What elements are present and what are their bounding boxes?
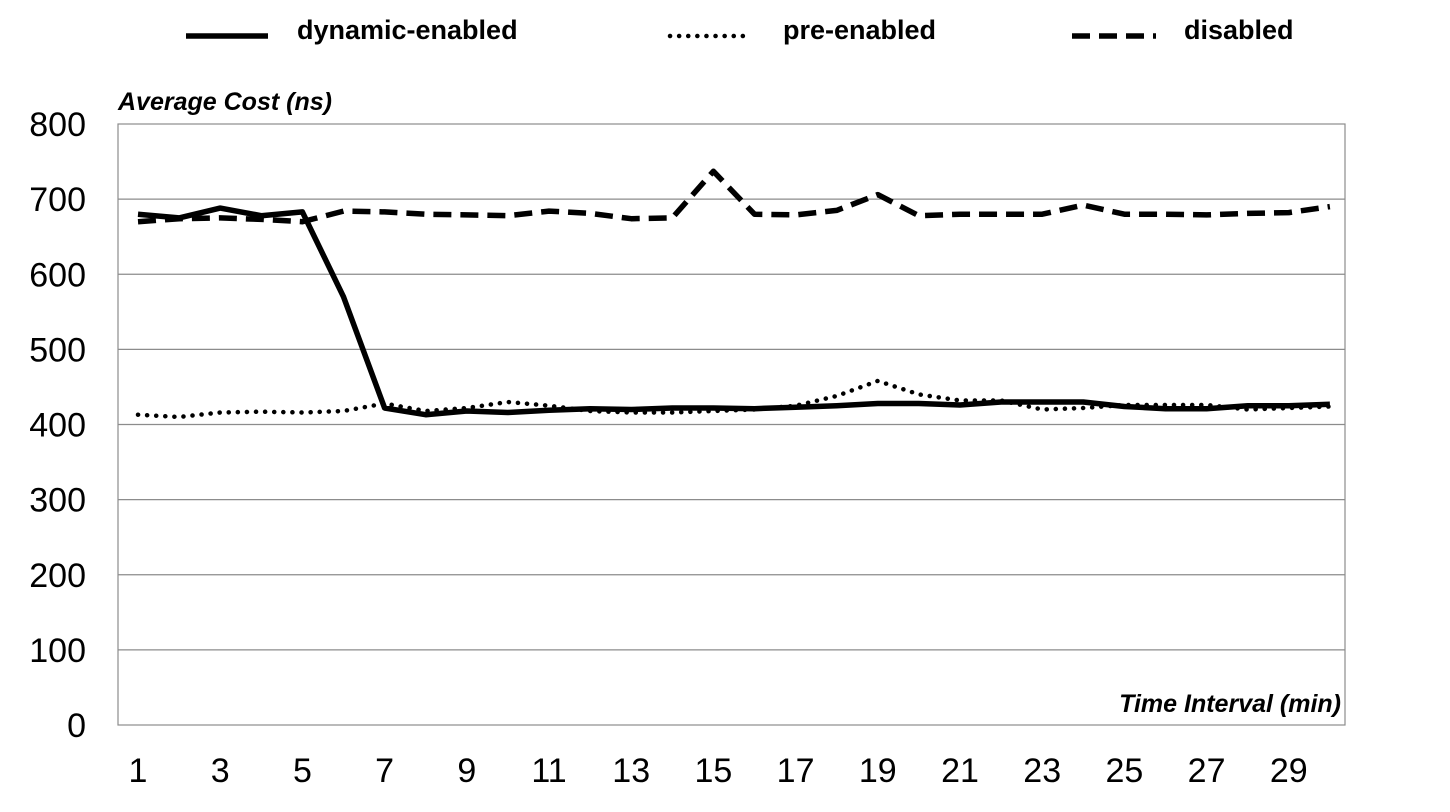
x-tick-label: 3	[211, 752, 230, 790]
x-tick-label: 5	[293, 752, 312, 790]
x-tick-label: 17	[777, 752, 815, 790]
legend-label-pre-enabled: pre-enabled	[783, 15, 936, 45]
legend: dynamic-enabled pre-enabled disabled	[186, 15, 1294, 45]
y-tick-label: 600	[29, 256, 86, 294]
y-tick-label: 200	[29, 557, 86, 595]
y-tick-label: 300	[29, 482, 86, 520]
x-tick-label: 15	[694, 752, 732, 790]
x-axis-title: Time Interval (min)	[1119, 690, 1341, 718]
y-axis-title: Average Cost (ns)	[117, 88, 332, 116]
series-line-dynamic-enabled	[137, 205, 1331, 418]
y-axis-ticks: 0 100 200 300 400 500 600 700 800	[29, 106, 86, 745]
x-tick-label: 25	[1105, 752, 1143, 790]
x-axis-ticks: 1 3 5 7 9 11 13 15 17 19 21 23 25 27 29	[129, 752, 1308, 790]
series-line-disabled	[137, 168, 1331, 225]
plot-area-border	[117, 123, 1346, 726]
x-tick-label: 21	[941, 752, 979, 790]
series-lines	[135, 168, 1333, 420]
legend-label-disabled: disabled	[1184, 15, 1294, 45]
x-tick-label: 19	[859, 752, 897, 790]
x-tick-label: 11	[531, 752, 566, 790]
y-tick-label: 500	[29, 331, 86, 369]
grid	[117, 123, 1346, 726]
x-tick-label: 9	[457, 752, 476, 790]
series-line-pre-enabled	[135, 378, 1333, 420]
x-tick-label: 23	[1023, 752, 1061, 790]
y-tick-label: 700	[29, 181, 86, 219]
x-tick-label: 13	[612, 752, 650, 790]
x-tick-label: 29	[1270, 752, 1308, 790]
y-tick-label: 100	[29, 632, 86, 670]
y-tick-label: 400	[29, 407, 86, 445]
y-tick-label: 800	[29, 106, 86, 144]
y-tick-label: 0	[67, 707, 86, 745]
legend-label-dynamic-enabled: dynamic-enabled	[297, 15, 518, 45]
x-tick-label: 1	[129, 752, 148, 790]
x-tick-label: 7	[375, 752, 394, 790]
x-tick-label: 27	[1188, 752, 1226, 790]
